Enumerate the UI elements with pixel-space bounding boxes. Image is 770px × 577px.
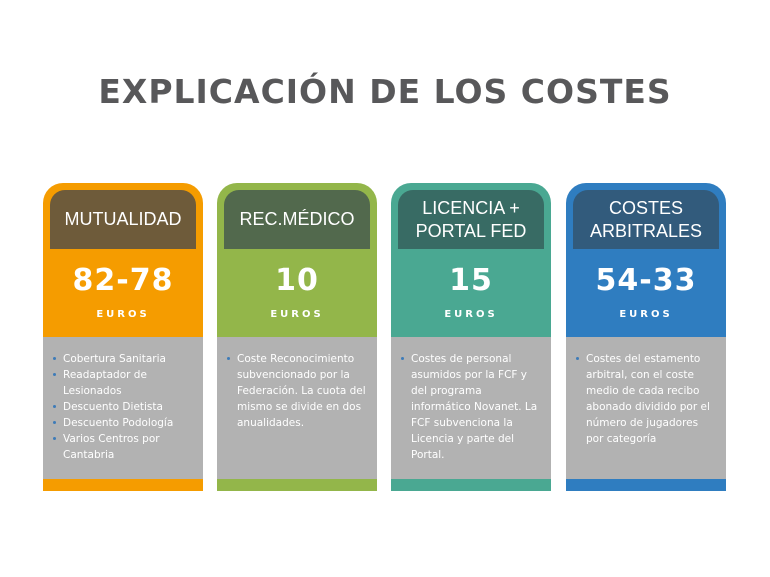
list-item: Cobertura Sanitaria <box>53 351 195 367</box>
card-mutualidad: MUTUALIDAD 82-78 EUROS Cobertura Sanitar… <box>43 183 203 491</box>
card-header: COSTES ARBITRALES <box>573 190 719 249</box>
card-amount: 15 <box>449 263 493 298</box>
card-unit: EUROS <box>96 309 150 320</box>
list-item: Descuento Podología <box>53 415 195 431</box>
list-item: Coste Reconocimiento subvencionado por l… <box>227 351 369 431</box>
page-title: EXPLICACIÓN DE LOS COSTES <box>98 72 672 111</box>
card-amount: 54-33 <box>595 263 697 298</box>
list-item: Costes del estamento arbitral, con el co… <box>576 351 718 447</box>
card-header: MUTUALIDAD <box>50 190 196 249</box>
list-item: Costes de personal asumidos por la FCF y… <box>401 351 543 463</box>
card-body: Coste Reconocimiento subvencionado por l… <box>217 337 377 479</box>
card-body: Cobertura Sanitaria Readaptador de Lesio… <box>43 337 203 479</box>
list-item: Descuento Dietista <box>53 399 195 415</box>
list-item: Varios Centros por Cantabria <box>53 431 195 463</box>
card-footer-strip <box>217 479 377 491</box>
card-body: Costes del estamento arbitral, con el co… <box>566 337 726 479</box>
card-rec-medico: REC.MÉDICO 10 EUROS Coste Reconocimiento… <box>217 183 377 491</box>
card-header: REC.MÉDICO <box>224 190 370 249</box>
list-item: Readaptador de Lesionados <box>53 367 195 399</box>
card-licencia-portal: LICENCIA + PORTAL FED 15 EUROS Costes de… <box>391 183 551 491</box>
card-footer-strip <box>43 479 203 491</box>
card-footer-strip <box>566 479 726 491</box>
bullet-list: Cobertura Sanitaria Readaptador de Lesio… <box>43 337 203 463</box>
card-body: Costes de personal asumidos por la FCF y… <box>391 337 551 479</box>
card-costes-arbitrales: COSTES ARBITRALES 54-33 EUROS Costes del… <box>566 183 726 491</box>
card-unit: EUROS <box>444 309 498 320</box>
card-footer-strip <box>391 479 551 491</box>
card-unit: EUROS <box>619 309 673 320</box>
bullet-list: Coste Reconocimiento subvencionado por l… <box>217 337 377 431</box>
card-amount: 82-78 <box>72 263 174 298</box>
bullet-list: Costes de personal asumidos por la FCF y… <box>391 337 551 463</box>
card-amount: 10 <box>275 263 319 298</box>
bullet-list: Costes del estamento arbitral, con el co… <box>566 337 726 447</box>
card-header: LICENCIA + PORTAL FED <box>398 190 544 249</box>
card-unit: EUROS <box>270 309 324 320</box>
